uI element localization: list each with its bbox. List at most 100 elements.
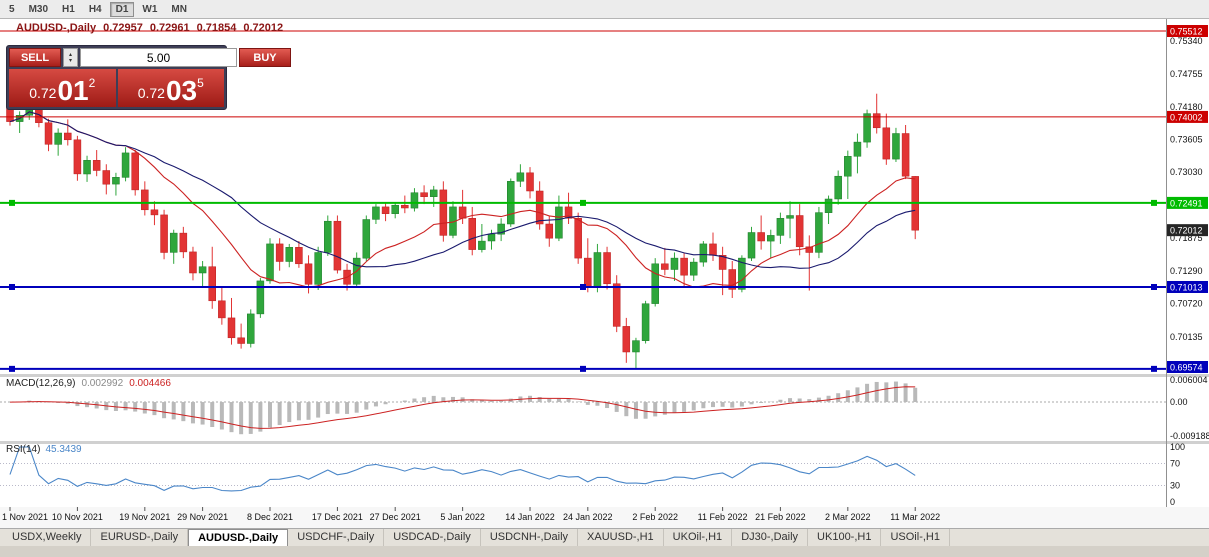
timeframe-button-mn[interactable]: MN (165, 2, 193, 17)
candle (256, 278, 265, 318)
volume-input[interactable] (80, 48, 237, 67)
line-handle[interactable] (1151, 283, 1157, 290)
buy-price-big: 03 (165, 75, 198, 106)
candle (410, 188, 419, 212)
line-handle[interactable] (580, 199, 586, 206)
candle (324, 215, 332, 256)
tab-audusd-daily[interactable]: AUDUSD-,Daily (188, 529, 289, 546)
candle-body (160, 214, 168, 253)
date-label: 8 Dec 2021 (247, 512, 293, 522)
timeframe-button-5[interactable]: 5 (3, 2, 21, 17)
candle-body (545, 223, 554, 239)
candle (314, 246, 322, 291)
candle (401, 195, 409, 214)
candle (776, 212, 785, 244)
timeframe-button-d1[interactable]: D1 (109, 1, 135, 17)
line-price-label: 0.74002 (1170, 112, 1203, 122)
tab-eurusd-daily[interactable]: EURUSD-,Daily (91, 529, 189, 546)
price-tick-label: 0.70720 (1170, 299, 1203, 309)
candle (526, 167, 534, 199)
candle-body (150, 209, 159, 216)
pane-splitter-macd[interactable] (0, 374, 1209, 377)
line-handle[interactable] (1151, 365, 1157, 372)
one-click-trading-panel: SELL ▴ ▾ BUY 0.72 01 2 0.72 03 5 (6, 45, 291, 110)
candle-body (526, 172, 534, 192)
candle-body (44, 122, 53, 145)
candle (391, 202, 399, 219)
line-handle[interactable] (9, 365, 15, 372)
line-handle[interactable] (1151, 199, 1157, 206)
tab-xauusd-h1[interactable]: XAUUSD-,H1 (578, 529, 664, 546)
macd-axis-label: 0.006004 (1170, 375, 1208, 385)
candle (54, 128, 62, 156)
line-handle[interactable] (9, 199, 15, 206)
candle-body (64, 132, 72, 141)
candle (901, 124, 910, 180)
timeframe-button-h1[interactable]: H1 (56, 2, 81, 17)
timeframe-button-m30[interactable]: M30 (23, 2, 54, 17)
tab-usoil-h1[interactable]: USOil-,H1 (881, 529, 950, 546)
timeframe-button-h4[interactable]: H4 (83, 2, 108, 17)
tab-usdchf-daily[interactable]: USDCHF-,Daily (288, 529, 385, 546)
line-price-label: 0.69574 (1170, 363, 1203, 373)
date-label: 19 Nov 2021 (119, 512, 170, 522)
candle (661, 247, 669, 276)
line-handle[interactable] (580, 365, 586, 372)
line-handle[interactable] (580, 283, 586, 290)
candle-body (131, 152, 139, 191)
price-chart-canvas[interactable]: 0.75340 0.74755 0.74180 0.73605 0.73030 0.724… (0, 19, 1209, 528)
candle (478, 224, 486, 253)
candle-body (795, 215, 804, 248)
candle-body (651, 263, 659, 304)
timeframe-button-w1[interactable]: W1 (136, 2, 163, 17)
candle-body (834, 175, 842, 200)
candle (247, 309, 255, 348)
volume-stepper[interactable]: ▴ ▾ (63, 48, 78, 67)
line-handle[interactable] (9, 283, 15, 290)
candle-body (362, 219, 371, 259)
candle (218, 286, 226, 325)
candle (699, 241, 708, 267)
candle-body (680, 257, 688, 276)
candle-body (767, 235, 775, 242)
candle-body (429, 189, 438, 197)
tab-ukoil-h1[interactable]: UKOil-,H1 (664, 529, 733, 546)
rsi-line (9, 446, 916, 492)
candle-body (391, 204, 399, 214)
candle-body (670, 257, 679, 270)
candle-body (324, 220, 332, 253)
buy-price-display[interactable]: 0.72 03 5 (117, 69, 224, 107)
buy-button[interactable]: BUY (239, 48, 291, 67)
date-label: 11 Mar 2022 (890, 512, 940, 522)
sell-button[interactable]: SELL (9, 48, 61, 67)
tab-usdcnh-daily[interactable]: USDCNH-,Daily (481, 529, 579, 546)
candle-body (179, 232, 188, 253)
price-tick-label: 0.74755 (1170, 69, 1203, 79)
candle (911, 176, 919, 240)
candle-body (410, 192, 419, 209)
candle (275, 238, 284, 271)
tab-dj30-daily[interactable]: DJ30-,Daily (732, 529, 809, 546)
main-pane[interactable] (0, 30, 1166, 372)
candle (285, 243, 294, 268)
tab-uk100-h1[interactable]: UK100-,H1 (808, 529, 882, 546)
candle-body (699, 243, 708, 263)
sell-price-display[interactable]: 0.72 01 2 (9, 69, 116, 107)
date-label: 11 Feb 2022 (698, 512, 748, 522)
tab-usdx-weekly[interactable]: USDX,Weekly (3, 529, 92, 546)
rsi-axis-label: 70 (1170, 459, 1180, 469)
tab-usdcad-daily[interactable]: USDCAD-,Daily (384, 529, 481, 546)
date-label: 10 Nov 2021 (52, 512, 103, 522)
candle-body (516, 172, 525, 182)
date-axis-background (0, 507, 1209, 528)
stepper-up-icon[interactable]: ▴ (68, 51, 72, 58)
stepper-down-icon[interactable]: ▾ (68, 57, 72, 64)
rsi-axis-label: 0 (1170, 497, 1175, 507)
candle (853, 133, 862, 174)
date-label: 2 Mar 2022 (825, 512, 871, 522)
candle-body (612, 283, 621, 327)
price-tick-label: 0.70135 (1170, 332, 1203, 342)
candle-body (641, 303, 650, 341)
line-price-label: 0.75512 (1170, 27, 1203, 37)
pane-splitter-rsi[interactable] (0, 441, 1209, 444)
